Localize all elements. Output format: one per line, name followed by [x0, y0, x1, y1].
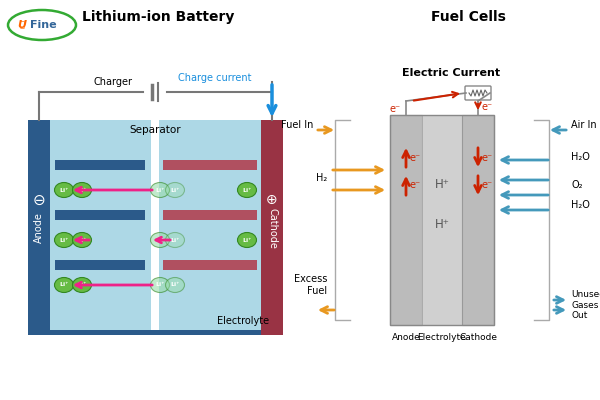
Text: Anode: Anode: [34, 212, 44, 244]
Bar: [390, 115, 494, 325]
Text: Electrolyte: Electrolyte: [217, 316, 269, 326]
Ellipse shape: [238, 182, 257, 198]
Text: O₂: O₂: [571, 180, 583, 190]
Ellipse shape: [55, 182, 74, 198]
Text: H⁺: H⁺: [434, 178, 449, 192]
Text: Electrolyte: Electrolyte: [418, 333, 466, 342]
Bar: [55, 160, 145, 170]
Text: Li⁺: Li⁺: [242, 238, 251, 242]
Ellipse shape: [73, 182, 91, 198]
Text: Li⁺: Li⁺: [77, 282, 86, 288]
Bar: [163, 160, 257, 170]
Bar: [422, 115, 462, 325]
Bar: [151, 120, 159, 330]
Bar: [55, 210, 145, 220]
Ellipse shape: [55, 278, 74, 292]
Text: H⁺: H⁺: [434, 218, 449, 232]
Text: Lithium-ion Battery: Lithium-ion Battery: [82, 10, 234, 24]
Text: Charger: Charger: [94, 77, 133, 87]
Text: Fuel In: Fuel In: [281, 120, 313, 130]
Text: U: U: [17, 20, 26, 30]
FancyBboxPatch shape: [465, 86, 491, 100]
Ellipse shape: [166, 278, 185, 292]
Text: Separator: Separator: [129, 125, 181, 135]
Text: Cathode: Cathode: [459, 333, 497, 342]
Ellipse shape: [151, 278, 170, 292]
Text: e⁻: e⁻: [481, 180, 492, 190]
Ellipse shape: [73, 278, 91, 292]
Text: Li⁺: Li⁺: [77, 188, 86, 192]
Text: Li⁺: Li⁺: [170, 282, 179, 288]
Text: Li⁺: Li⁺: [155, 238, 164, 242]
Bar: [50, 120, 261, 330]
Bar: [55, 260, 145, 270]
Text: e⁻: e⁻: [390, 104, 401, 114]
Text: Anode: Anode: [392, 333, 421, 342]
Ellipse shape: [8, 10, 76, 40]
Text: Cathode: Cathode: [267, 208, 277, 248]
Text: Fine: Fine: [29, 20, 56, 30]
Text: H₂O: H₂O: [571, 152, 590, 162]
Text: e⁻: e⁻: [481, 153, 492, 163]
Ellipse shape: [73, 232, 91, 248]
Text: Li⁺: Li⁺: [77, 238, 86, 242]
Text: e⁻: e⁻: [409, 180, 420, 190]
Ellipse shape: [151, 232, 170, 248]
Ellipse shape: [166, 232, 185, 248]
Ellipse shape: [55, 232, 74, 248]
Bar: [390, 115, 422, 325]
Ellipse shape: [166, 182, 185, 198]
Text: e⁻: e⁻: [481, 102, 492, 112]
Text: Li⁺: Li⁺: [155, 188, 164, 192]
Text: Fuel Cells: Fuel Cells: [431, 10, 505, 24]
Text: Electric Current: Electric Current: [402, 68, 500, 78]
Text: Unused
Gases
Out: Unused Gases Out: [571, 290, 600, 320]
Text: Li⁺: Li⁺: [59, 188, 68, 192]
Text: e⁻: e⁻: [409, 153, 420, 163]
Text: Li⁺: Li⁺: [242, 188, 251, 192]
Bar: [462, 115, 494, 325]
Text: 🔥: 🔥: [19, 20, 25, 30]
Text: Li⁺: Li⁺: [155, 282, 164, 288]
Text: Li⁺: Li⁺: [170, 188, 179, 192]
Bar: [28, 120, 283, 335]
Bar: [261, 120, 283, 335]
Text: ⊕: ⊕: [266, 193, 278, 207]
Text: H₂O: H₂O: [571, 200, 590, 210]
Text: Li⁺: Li⁺: [59, 238, 68, 242]
Text: Li⁺: Li⁺: [170, 238, 179, 242]
Bar: [163, 210, 257, 220]
Ellipse shape: [151, 182, 170, 198]
Ellipse shape: [238, 232, 257, 248]
Text: Air In: Air In: [571, 120, 596, 130]
Text: Excess
Fuel: Excess Fuel: [293, 274, 327, 296]
Text: ⊖: ⊖: [32, 192, 46, 208]
Text: Li⁺: Li⁺: [59, 282, 68, 288]
Bar: [163, 260, 257, 270]
Text: H₂: H₂: [316, 173, 327, 183]
Text: Charge current: Charge current: [178, 73, 252, 83]
